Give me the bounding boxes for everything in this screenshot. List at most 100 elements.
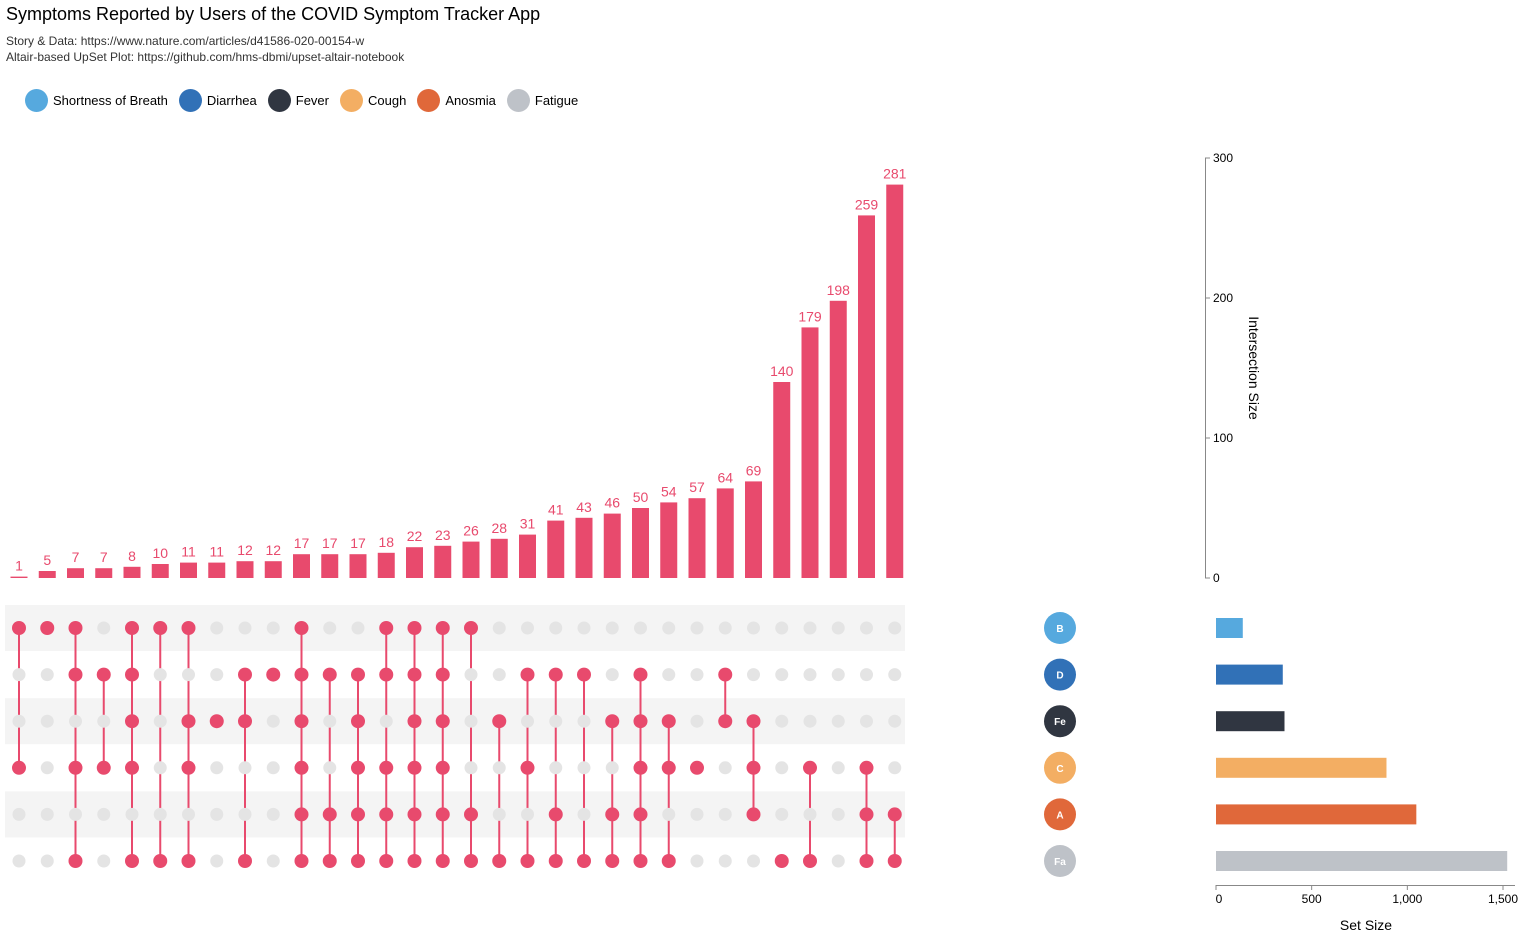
legend-label: Fever: [295, 93, 329, 108]
bar-value-label: 69: [746, 462, 762, 478]
matrix-dot-active: [238, 667, 252, 682]
matrix-dot-active: [153, 854, 168, 868]
matrix-dot-inactive: [40, 668, 54, 682]
matrix-dot-inactive: [323, 714, 337, 728]
bar-value-label: 179: [798, 308, 822, 324]
matrix-dot-inactive: [690, 807, 704, 821]
set-label-abbr: A: [1056, 810, 1063, 821]
matrix-dot-active: [746, 760, 761, 775]
matrix-dot-inactive: [266, 621, 280, 635]
matrix-dot-active: [577, 854, 591, 868]
matrix-dot-active: [379, 621, 394, 635]
matrix-dot-inactive: [12, 807, 26, 821]
matrix-dot-inactive: [803, 714, 817, 728]
matrix-dot-active: [125, 621, 139, 635]
matrix-dot-active: [379, 667, 394, 682]
matrix-dot-active: [351, 667, 365, 682]
matrix-dot-inactive: [153, 714, 167, 728]
matrix-dot-active: [435, 714, 450, 729]
matrix-dot-active: [887, 807, 902, 822]
y-tick-label: 300: [1213, 151, 1233, 165]
matrix-dot-active: [294, 807, 309, 822]
matrix-dot-inactive: [888, 761, 902, 775]
intersection-bar: [208, 562, 226, 578]
matrix-dot-active: [605, 807, 620, 822]
matrix-dot-inactive: [521, 621, 534, 635]
matrix-dot-inactive: [549, 761, 563, 775]
matrix-dot-active: [322, 807, 337, 822]
legend-item-anosmia[interactable]: Anosmia: [417, 89, 496, 112]
matrix-dot-active: [68, 760, 83, 775]
matrix-dot-inactive: [662, 668, 676, 682]
legend-label: Shortness of Breath: [53, 93, 168, 108]
matrix-dot-inactive: [577, 714, 591, 728]
legend-item-fatigue[interactable]: Fatigue: [506, 89, 578, 112]
matrix-dot-active: [68, 854, 83, 868]
matrix-dot-inactive: [803, 621, 817, 635]
intersection-bar: [67, 568, 84, 578]
matrix-dot-inactive: [775, 668, 789, 682]
matrix-dot-inactive: [860, 621, 873, 635]
legend-item-diarrhea[interactable]: Diarrhea: [178, 89, 257, 112]
matrix-dot-active: [605, 854, 620, 868]
legend-item-fever[interactable]: Fever: [267, 89, 329, 112]
matrix-dot-inactive: [831, 854, 845, 868]
legend-item-cough[interactable]: Cough: [340, 89, 406, 112]
matrix-dot-active: [68, 621, 83, 635]
matrix-dot-inactive: [605, 668, 619, 682]
matrix-dot-inactive: [549, 621, 563, 635]
matrix-dot-active: [125, 714, 139, 729]
matrix-dot-active: [407, 667, 422, 682]
matrix-dot-active: [520, 854, 535, 868]
matrix-dot-active: [859, 760, 874, 775]
bar-value-label: 64: [717, 469, 733, 485]
bar-value-label: 54: [661, 483, 677, 499]
x-axis-title: Set Size: [1340, 917, 1392, 933]
legend-swatch: [267, 89, 291, 112]
matrix-dot-inactive: [210, 761, 224, 775]
bar-value-label: 281: [883, 166, 907, 182]
matrix-dot-active: [577, 667, 591, 682]
matrix-dot-inactive: [12, 668, 26, 682]
bar-value-label: 17: [350, 535, 366, 551]
intersection-bar: [829, 300, 847, 578]
matrix-dot-inactive: [210, 807, 224, 821]
intersection-bar: [10, 576, 28, 578]
matrix-dot-active: [181, 854, 196, 868]
intersection-bar: [462, 541, 480, 578]
matrix-row-stripe: [5, 605, 905, 651]
legend-item-shortness-of-breath[interactable]: Shortness of Breath: [25, 89, 168, 112]
set-label-abbr: Fe: [1054, 717, 1066, 728]
matrix-dot-active: [351, 760, 365, 775]
bar-value-label: 11: [209, 544, 224, 560]
legend-swatch: [417, 89, 441, 112]
matrix-dot-inactive: [492, 761, 506, 775]
matrix-dot-inactive: [718, 807, 732, 821]
matrix-dot-inactive: [97, 714, 111, 728]
set-label-circle: [1044, 845, 1076, 877]
matrix-dot-active: [294, 667, 309, 682]
matrix-dot-inactive: [40, 854, 54, 868]
matrix-dot-inactive: [888, 714, 902, 728]
matrix-dot-active: [12, 760, 26, 775]
intersection-bar: [264, 561, 282, 578]
matrix-dot-active: [746, 807, 761, 822]
set-label-abbr: Fa: [1054, 857, 1066, 868]
matrix-dot-active: [605, 714, 620, 729]
bar-value-label: 7: [100, 549, 108, 565]
matrix-dot-active: [407, 714, 422, 729]
matrix-dot-active: [492, 854, 507, 868]
bar-value-label: 12: [265, 542, 281, 558]
set-size-bar: [1216, 618, 1243, 638]
matrix-dot-inactive: [97, 807, 111, 821]
intersection-bar: [406, 547, 423, 578]
bar-value-label: 50: [633, 489, 649, 505]
matrix-dot-active: [96, 667, 111, 682]
intersection-bar: [773, 382, 791, 578]
matrix-dot-active: [718, 714, 733, 729]
matrix-dot-active: [859, 854, 874, 868]
matrix-dot-inactive: [266, 807, 280, 821]
matrix-dot-inactive: [492, 807, 506, 821]
matrix-dot-active: [774, 854, 789, 868]
matrix-dot-active: [407, 760, 422, 775]
